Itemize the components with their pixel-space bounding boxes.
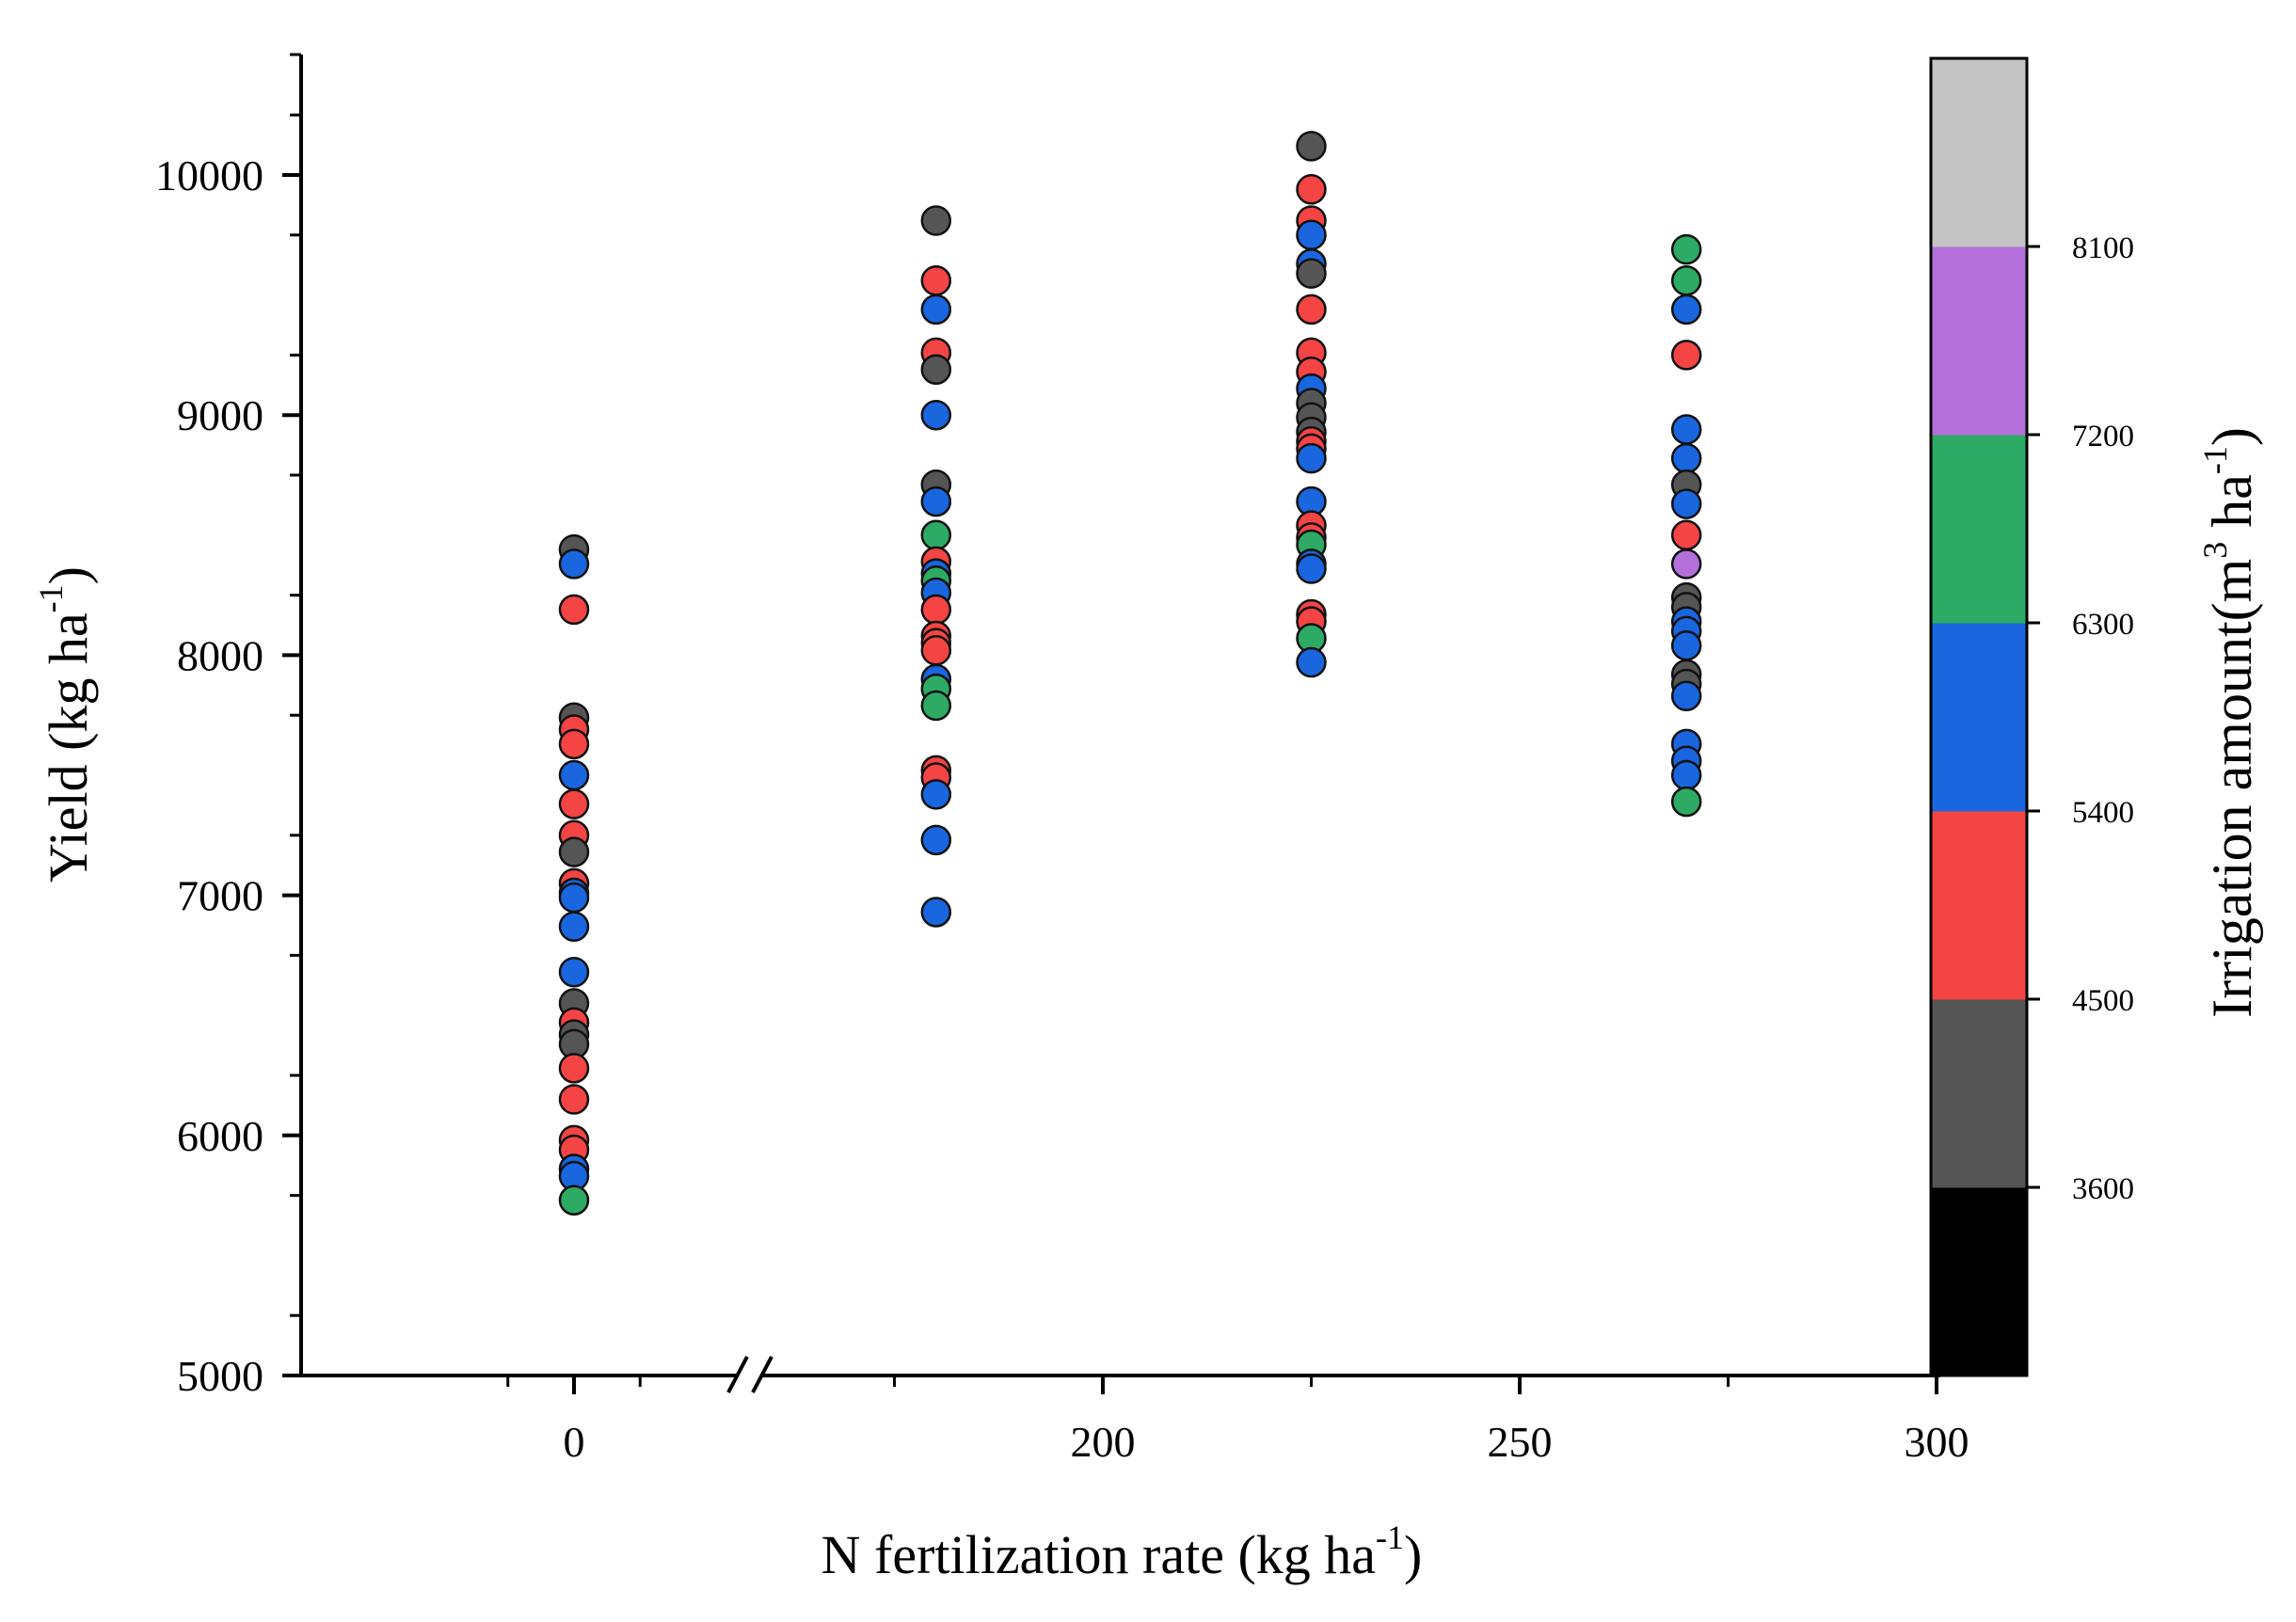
colorbar-band xyxy=(1931,623,2027,812)
colorbar-tick-label: 5400 xyxy=(2072,796,2134,830)
data-point xyxy=(1670,488,1702,519)
colorbar-title: Irrigation amount(m3 ha-1) xyxy=(2196,427,2263,1018)
data-point xyxy=(1670,414,1702,445)
data-point xyxy=(1670,786,1702,818)
y-tick-label: 8000 xyxy=(177,631,263,679)
colorbar-tick-label: 3600 xyxy=(2072,1172,2134,1206)
data-point xyxy=(1296,258,1327,289)
y-tick-label: 6000 xyxy=(177,1112,263,1160)
data-point xyxy=(1296,646,1327,678)
data-point xyxy=(1670,294,1702,326)
colorbar-tick-label: 4500 xyxy=(2072,984,2134,1018)
data-point xyxy=(558,882,590,914)
data-point xyxy=(558,594,590,626)
data-point xyxy=(1670,340,1702,371)
data-point xyxy=(920,519,952,551)
data-point xyxy=(1670,519,1702,551)
y-tick-label: 10000 xyxy=(155,151,263,199)
y-axis-title: Yield (kg ha-1) xyxy=(32,566,99,883)
data-point xyxy=(558,957,590,988)
y-tick-label: 9000 xyxy=(177,391,263,439)
data-point xyxy=(920,690,952,722)
axis-break-mark xyxy=(726,1356,773,1393)
data-point xyxy=(1296,174,1327,205)
y-tick-label: 5000 xyxy=(177,1352,263,1400)
x-tick-label: 0 xyxy=(564,1418,585,1466)
data-point xyxy=(1670,759,1702,791)
data-point xyxy=(1296,442,1327,474)
data-point xyxy=(1296,219,1327,251)
colorbar-band xyxy=(1931,811,2027,1000)
colorbar-tick-label: 7200 xyxy=(2072,420,2134,453)
colorbar-band xyxy=(1931,1187,2027,1376)
data-point xyxy=(1296,553,1327,584)
data-point xyxy=(1670,233,1702,265)
data-point xyxy=(558,1084,590,1115)
data-point xyxy=(920,779,952,810)
data-point xyxy=(558,788,590,819)
data-point xyxy=(920,485,952,517)
data-point xyxy=(920,294,952,326)
x-tick-label: 300 xyxy=(1905,1418,1969,1466)
data-point xyxy=(558,1185,590,1216)
data-point xyxy=(920,824,952,856)
colorbar-tick-label: 8100 xyxy=(2072,231,2134,265)
data-point xyxy=(558,759,590,791)
data-point xyxy=(558,836,590,867)
data-point xyxy=(920,205,952,236)
colorbar-tick-label: 6300 xyxy=(2072,608,2134,642)
data-point xyxy=(1670,265,1702,296)
data-point xyxy=(1670,629,1702,661)
colorbar-frame xyxy=(1929,56,2029,1377)
data-point xyxy=(1296,131,1327,162)
data-point xyxy=(558,911,590,943)
x-tick-label: 250 xyxy=(1488,1418,1553,1466)
y-tick-label: 7000 xyxy=(177,872,263,920)
data-point xyxy=(920,635,952,666)
data-point xyxy=(920,594,952,626)
data-point xyxy=(920,399,952,431)
data-point xyxy=(920,354,952,385)
colorbar-band xyxy=(1931,246,2027,436)
data-point xyxy=(1670,549,1702,580)
data-point xyxy=(558,1053,590,1084)
data-point xyxy=(920,897,952,928)
data-point xyxy=(1670,442,1702,474)
colorbar-band xyxy=(1931,58,2027,247)
data-point xyxy=(1296,294,1327,326)
data-point xyxy=(558,728,590,760)
data-point xyxy=(558,549,590,580)
colorbar-band xyxy=(1931,435,2027,624)
data-point xyxy=(1670,680,1702,712)
x-tick-label: 200 xyxy=(1071,1418,1136,1466)
data-point xyxy=(920,265,952,296)
x-axis-title: N fertilization rate (kg ha-1) xyxy=(821,1519,1423,1585)
colorbar-band xyxy=(1931,999,2027,1188)
